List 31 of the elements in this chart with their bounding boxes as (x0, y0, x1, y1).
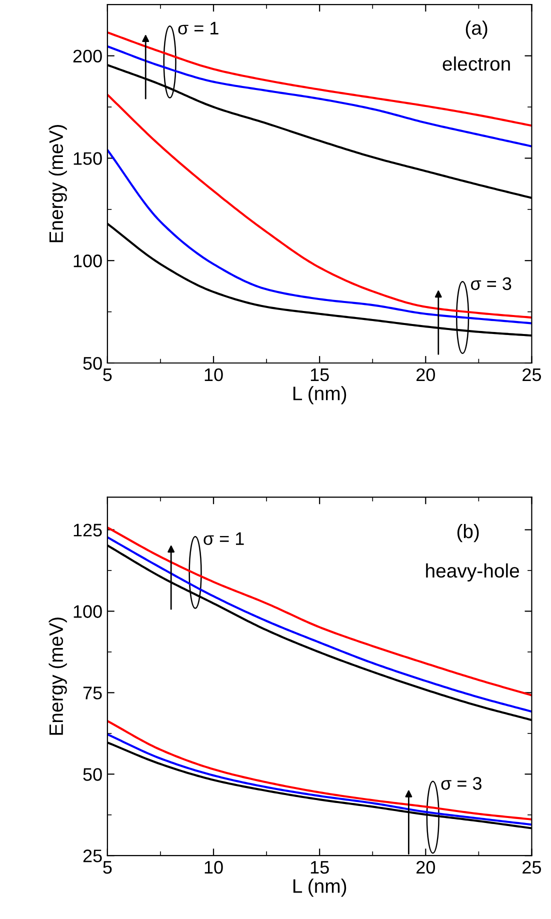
y-tick-label: 75 (83, 686, 102, 700)
x-axis-title: L (nm) (293, 386, 346, 404)
x-tick-label: 5 (103, 368, 112, 382)
annotation: heavy-hole (426, 563, 520, 582)
x-tick-label: 25 (522, 368, 541, 382)
y-tick-label: 200 (73, 50, 102, 63)
annotation: σ = 3 (441, 777, 482, 790)
annotation: σ = 3 (470, 277, 512, 290)
annotation: electron (442, 56, 510, 71)
annotation: σ = 1 (178, 22, 218, 35)
x-tick-label: 25 (522, 860, 541, 874)
annotation: σ = 1 (204, 532, 244, 546)
x-axis-title: L (nm) (293, 878, 346, 897)
x-tick-label: 20 (416, 368, 435, 382)
x-tick-label: 10 (204, 860, 223, 874)
annotation: (b) (457, 524, 479, 542)
x-tick-label: 15 (310, 861, 329, 874)
y-tick-label: 50 (83, 768, 102, 781)
x-tick-label: 10 (204, 368, 223, 382)
x-tick-label: 5 (103, 861, 112, 874)
annotation: (a) (466, 20, 488, 39)
y-tick-label: 150 (74, 152, 102, 165)
y-axis-title: Energy (meV) (48, 125, 67, 242)
y-tick-label: 125 (74, 524, 102, 536)
y-axis-title: Energy (meV) (48, 618, 67, 735)
y-tick-label: 100 (74, 254, 102, 268)
y-tick-label: 100 (74, 605, 102, 618)
x-tick-label: 15 (310, 368, 329, 382)
x-tick-label: 20 (416, 860, 435, 874)
y-tick-label: 25 (83, 850, 102, 862)
y-tick-label: 50 (83, 356, 102, 370)
